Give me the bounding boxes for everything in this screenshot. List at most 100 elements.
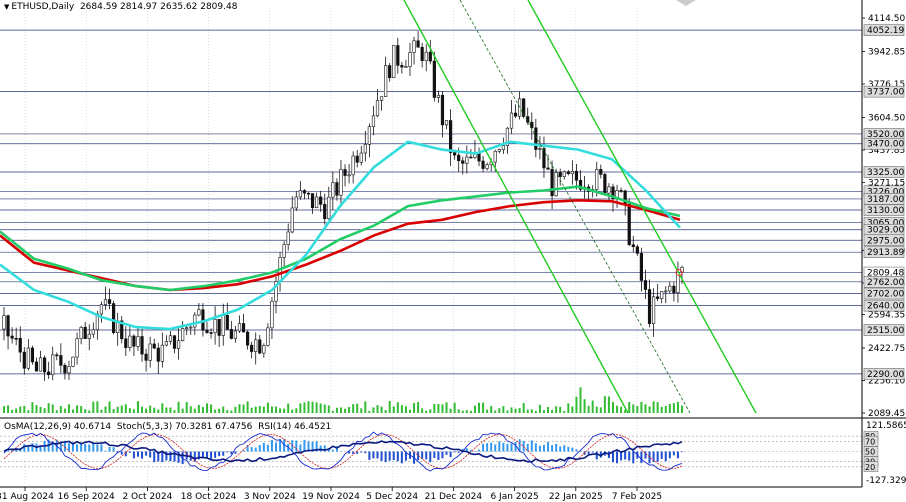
volume-bar <box>486 409 489 413</box>
volume-bar <box>494 410 497 413</box>
candle-body <box>176 340 181 349</box>
candle-body <box>266 327 270 346</box>
volume-bar <box>270 406 273 413</box>
candle-body <box>2 315 6 330</box>
osma-bar <box>368 451 371 460</box>
osma-bar <box>145 451 148 456</box>
osma-bar <box>295 440 298 452</box>
candle-body <box>112 303 116 333</box>
y-tick-label: 2594.35 <box>868 311 905 321</box>
osma-bar <box>149 451 152 458</box>
volume-bar <box>331 410 334 413</box>
volume-bar <box>599 407 602 413</box>
osc-axis-min-label: -127.3294 <box>866 476 906 486</box>
volume-bar <box>84 409 87 413</box>
osma-bar <box>161 451 164 463</box>
osma-bar <box>498 441 501 452</box>
candle-body <box>522 98 526 117</box>
volume-bar <box>222 406 225 413</box>
volume-bar <box>644 404 647 413</box>
osma-bar <box>275 442 278 452</box>
volume-bar <box>473 405 476 413</box>
candle-body <box>444 120 449 126</box>
volume-bar <box>376 405 379 413</box>
candle-body <box>412 40 416 53</box>
osma-bar <box>165 451 168 461</box>
osma-bar <box>279 439 282 452</box>
volume-bar <box>283 408 286 413</box>
osma-bar <box>547 442 550 452</box>
price-level-tag <box>863 246 905 258</box>
volume-bar <box>246 401 249 413</box>
osma-bar <box>299 444 302 452</box>
candle-body <box>351 155 355 176</box>
x-tick-label: 19 Nov 2024 <box>302 492 360 502</box>
osma-bar <box>360 451 363 453</box>
rsi-label: RSI(14) 46.4521 <box>258 422 332 432</box>
osma-bar <box>433 451 436 458</box>
candle-body <box>241 323 246 333</box>
candle-body <box>416 40 420 48</box>
candle-body <box>639 253 644 281</box>
volume-bar <box>624 409 627 413</box>
volume-bar <box>607 396 610 413</box>
candle-body <box>274 281 278 302</box>
volume-bar <box>360 408 363 413</box>
volume-bar <box>656 402 659 413</box>
volume-bar <box>104 406 107 413</box>
candle-body <box>343 169 347 176</box>
channel-line-upper-left <box>403 0 629 414</box>
osma-bar <box>108 447 111 452</box>
candle-body <box>428 51 432 62</box>
price-level-label: 2762.00 <box>867 278 904 288</box>
symbol-dropdown-icon[interactable]: ▼ <box>4 3 10 11</box>
price-level-label: 2640.00 <box>867 302 904 312</box>
volume-bar <box>628 402 631 413</box>
osma-bar <box>465 448 468 452</box>
volume-bar <box>55 410 58 413</box>
candle-body <box>250 344 254 352</box>
osma-bar <box>307 441 310 452</box>
candle-body <box>213 318 217 334</box>
volume-bar <box>201 406 204 413</box>
volume-bar <box>551 409 554 413</box>
osma-bar <box>676 451 679 459</box>
volume-bar <box>681 405 683 413</box>
osma-bar <box>169 451 172 462</box>
osma-bar <box>364 451 367 454</box>
candle-body <box>550 169 554 197</box>
osma-bar <box>226 451 229 453</box>
candle-body <box>71 356 75 367</box>
volume-bar <box>482 402 485 413</box>
candle-body <box>440 94 445 126</box>
candle-body <box>534 127 538 150</box>
candle-body <box>513 112 518 117</box>
candle-body <box>51 354 55 376</box>
candle-body <box>562 171 566 177</box>
candle-body <box>436 94 441 98</box>
price-level-label: 3737.00 <box>867 88 904 98</box>
volume-bar <box>339 407 342 413</box>
volume-bar <box>490 406 493 413</box>
candle-body <box>298 190 302 198</box>
candle-body <box>270 300 274 329</box>
osma-bar <box>230 451 233 455</box>
volume-bar <box>571 406 574 413</box>
volume-bar <box>311 401 314 413</box>
volume-bar <box>161 403 164 413</box>
chart-frame <box>0 0 863 488</box>
moving-average-line <box>0 140 681 331</box>
candle-body <box>619 190 623 192</box>
osma-bar <box>599 451 602 458</box>
volume-bar <box>449 408 452 413</box>
volume-bar <box>348 407 351 413</box>
volume-bar <box>88 410 91 413</box>
volume-bar <box>396 402 399 413</box>
candle-body <box>315 196 319 209</box>
osma-bar <box>136 451 139 457</box>
candle-body <box>136 336 140 347</box>
osma-bar <box>31 443 34 452</box>
osma-bar <box>315 441 318 452</box>
candle-body <box>424 51 428 61</box>
volume-bar <box>279 408 282 413</box>
